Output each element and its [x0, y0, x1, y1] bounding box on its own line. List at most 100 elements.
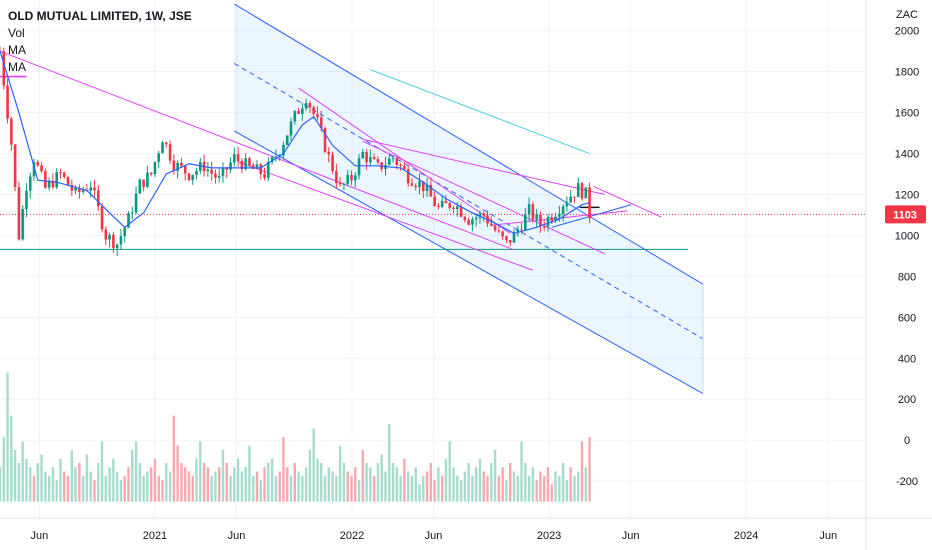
volume-bar: [410, 475, 414, 502]
price-tick-label: 0: [904, 435, 910, 447]
volume-bar: [36, 462, 39, 502]
volume-bar: [312, 428, 315, 502]
volume-bar: [112, 458, 115, 502]
time-axis[interactable]: Jun 2021 Jun 2022 Jun 2023 Jun 2024 Jun: [31, 530, 838, 542]
candle-body: [580, 183, 584, 199]
trendline: [0, 50, 515, 251]
volume-bar: [335, 475, 338, 502]
volume-bar: [527, 475, 531, 502]
candle-body: [327, 151, 331, 155]
candle-body: [338, 183, 342, 185]
candle-body: [554, 216, 557, 221]
moving-average-line: [0, 51, 590, 235]
volume-bar: [206, 467, 210, 502]
candle-body: [482, 213, 486, 216]
volume-bars: [0, 372, 591, 502]
candle-body: [13, 144, 17, 188]
price-tick-label: 200: [898, 394, 916, 406]
candle-body: [267, 162, 270, 178]
legend-ma-2[interactable]: MA: [8, 60, 26, 74]
volume-bar: [293, 462, 296, 502]
candle-body: [301, 108, 304, 114]
trendlines: [0, 50, 662, 271]
chart-legend: OLD MUTUAL LIMITED, 1W, JSE Vol MA MA: [8, 8, 192, 76]
candle-body: [369, 157, 372, 163]
volume-bar: [131, 450, 134, 502]
candle-body: [497, 230, 501, 232]
volume-bar: [320, 462, 323, 502]
candle-body: [421, 181, 425, 192]
candle-body: [25, 190, 28, 209]
candle-body: [191, 174, 195, 181]
price-tick-label: 2000: [895, 26, 919, 38]
volume-bar: [108, 467, 111, 502]
candle-body: [66, 176, 70, 185]
candle-body: [70, 184, 74, 191]
time-tick-label: 2024: [734, 530, 758, 542]
channel-lower: [234, 130, 704, 394]
candle-body: [365, 151, 368, 163]
candle-body: [395, 158, 399, 165]
candle-body: [81, 190, 85, 193]
candle-body: [240, 161, 244, 170]
volume-bar: [240, 471, 244, 502]
volume-bar: [414, 467, 417, 502]
candle-body: [452, 207, 455, 210]
volume-bar: [165, 462, 168, 502]
candle-body: [406, 169, 410, 184]
volume-bar: [78, 462, 81, 502]
price-axis[interactable]: 2000180016001400120010008006004002000-20…: [895, 26, 919, 488]
legend-volume[interactable]: Vol: [8, 26, 25, 40]
price-tick-label: 1400: [895, 149, 919, 161]
candle-body: [542, 226, 546, 228]
volume-bar: [282, 437, 285, 502]
candle-body: [569, 196, 572, 203]
volume-bar: [588, 437, 591, 502]
time-tick-label: Jun: [622, 530, 640, 542]
candle-body: [350, 174, 353, 181]
candle-body: [28, 176, 32, 191]
symbol-title[interactable]: OLD MUTUAL LIMITED, 1W, JSE: [8, 9, 192, 23]
candle-body: [403, 165, 406, 170]
candle-body: [233, 154, 236, 163]
volume-bar: [221, 450, 225, 502]
candle-body: [289, 121, 293, 136]
volume-bar: [25, 458, 28, 502]
volume-bar: [501, 467, 504, 502]
volume-bar: [202, 462, 206, 502]
legend-ma-1[interactable]: MA: [8, 43, 26, 57]
candle-body: [96, 190, 100, 207]
volume-bar: [444, 458, 448, 502]
volume-bar: [384, 471, 387, 502]
candle-body: [312, 107, 315, 115]
candle-body: [180, 162, 183, 166]
volume-bar: [255, 471, 259, 502]
volume-bar: [225, 462, 228, 502]
volume-bar: [168, 471, 172, 502]
volume-bar: [123, 475, 126, 502]
time-tick-label: Jun: [228, 530, 246, 542]
candle-body: [187, 173, 191, 181]
trendline: [362, 140, 605, 255]
candle-body: [331, 154, 334, 172]
candle-body: [425, 184, 429, 192]
candle-body: [361, 151, 365, 159]
candle-body: [391, 158, 395, 160]
volume-bar: [418, 484, 421, 502]
candle-body: [146, 172, 149, 187]
volume-bar: [63, 471, 66, 502]
volume-bar: [0, 467, 2, 502]
volume-bar: [531, 467, 535, 502]
candle-body: [535, 214, 538, 220]
volume-bar: [406, 471, 410, 502]
volume-bar: [176, 445, 179, 502]
volume-bar: [104, 475, 108, 502]
candle-body: [576, 183, 580, 198]
volume-bar: [6, 372, 9, 502]
volume-bar: [425, 471, 429, 502]
volume-bar: [191, 475, 194, 502]
volume-bar: [380, 454, 383, 502]
volume-bar: [32, 475, 36, 502]
volume-bar: [520, 441, 523, 502]
